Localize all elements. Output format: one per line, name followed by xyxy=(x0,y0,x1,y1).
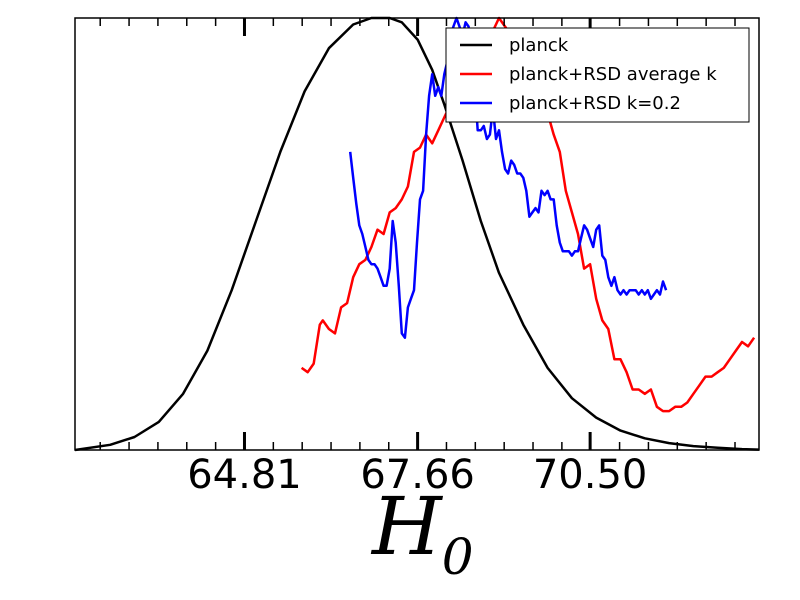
x-axis-label-main: H xyxy=(370,480,444,573)
x-axis-label: H0 xyxy=(370,480,474,586)
tick-labels: 64.81 67.66 70.50 xyxy=(187,452,647,498)
x-tick-label-2: 70.50 xyxy=(533,452,648,498)
series-line-0 xyxy=(74,16,760,452)
major-ticks xyxy=(242,18,592,450)
legend-label-2: planck+RSD k=0.2 xyxy=(509,93,681,114)
legend-box xyxy=(445,27,750,123)
legend: planck planck+RSD average k planck+RSD k=0… xyxy=(445,27,750,123)
x-tick-label-1: 67.66 xyxy=(360,452,475,498)
minor-ticks xyxy=(99,18,736,450)
legend-label-1: planck+RSD average k xyxy=(509,64,717,85)
legend-label-0: planck xyxy=(509,35,569,56)
x-tick-label-0: 64.81 xyxy=(187,452,302,498)
x-axis-label-subscript: 0 xyxy=(442,528,474,586)
series-line-2 xyxy=(348,16,668,339)
